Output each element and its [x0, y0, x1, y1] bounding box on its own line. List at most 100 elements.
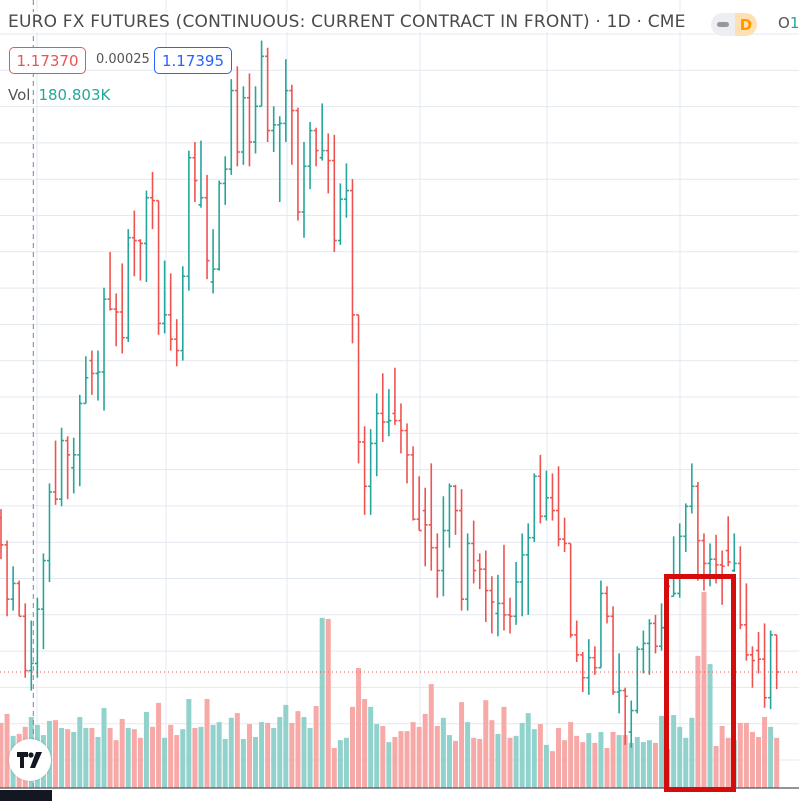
volume-bar	[119, 718, 125, 788]
ohlc-bar	[271, 106, 277, 152]
ohlc-bar	[362, 426, 368, 515]
ohlc-bar	[277, 116, 283, 202]
ohlc-bar	[453, 484, 458, 535]
symbol-title[interactable]: EURO FX FUTURES (CONTINUOUS: CURRENT CON…	[8, 12, 686, 32]
ohlc-open-label: O	[778, 14, 790, 32]
ohlc-bar	[125, 229, 131, 342]
ohlc-bar	[683, 503, 689, 552]
ohlc-bar	[46, 483, 52, 582]
volume-bar	[307, 728, 313, 788]
ohlc-bar	[356, 314, 362, 464]
buy-price-button[interactable]: 1.17395	[154, 47, 232, 74]
ohlc-bar	[737, 546, 743, 630]
ohlc-bar	[774, 634, 780, 690]
volume-bar	[113, 740, 119, 788]
ohlc-bar	[0, 509, 4, 560]
volume-bar	[598, 731, 604, 788]
ohlc-bar	[192, 142, 198, 202]
volume-bar	[580, 742, 586, 788]
volume-bar	[634, 737, 640, 788]
ohlc-bar	[380, 373, 386, 442]
volume-bar	[168, 724, 174, 788]
volume-bar	[398, 731, 404, 788]
volume-bar	[574, 735, 580, 788]
volume-bar	[774, 737, 780, 788]
ohlc-bar	[604, 586, 610, 624]
ohlc-bar	[337, 183, 343, 245]
ohlc-bar	[143, 190, 149, 282]
ohlc-bar	[325, 133, 331, 194]
market-status-icon	[711, 13, 735, 36]
volume-bar	[198, 726, 204, 788]
ohlc-bar	[616, 653, 622, 714]
ohlc-bar	[701, 533, 707, 591]
highlight-rectangle	[664, 574, 736, 792]
volume-bar	[749, 731, 755, 788]
volume-bar	[762, 717, 768, 788]
spread-value: 0.00025	[96, 52, 150, 67]
volume-bar	[562, 740, 568, 788]
crosshair-time-label	[0, 790, 52, 801]
volume-bar	[89, 728, 95, 788]
volume-legend: Vol 180.803K	[8, 86, 110, 104]
ohlc-bar	[386, 389, 392, 437]
volume-bar	[4, 713, 10, 788]
volume-bar	[677, 726, 683, 788]
ohlc-bar	[398, 403, 404, 454]
ohlc-bar	[519, 533, 525, 617]
ohlc-bar	[749, 646, 755, 688]
ohlc-bar	[762, 623, 768, 708]
volume-bar	[440, 717, 446, 788]
ohlc-bar	[265, 47, 271, 142]
volume-bar	[592, 742, 598, 788]
volume-bar	[495, 733, 501, 788]
ohlc-bar	[180, 266, 186, 361]
volume-bar	[71, 731, 77, 788]
volume-bar	[95, 737, 101, 788]
volume-bar	[646, 740, 652, 788]
interval-badge[interactable]: D	[711, 13, 757, 36]
interval-badge-label: D	[735, 13, 757, 36]
ohlc-bar	[610, 606, 616, 695]
volume-bar	[701, 591, 707, 788]
volume-bar	[525, 713, 531, 788]
volume-bar	[459, 702, 465, 788]
ohlc-bar	[16, 580, 22, 618]
sell-price-button[interactable]: 1.17370	[9, 47, 86, 74]
ohlc-bar	[580, 652, 586, 692]
volume-bar	[150, 726, 155, 788]
volume-bar	[374, 724, 380, 788]
ohlc-bar	[556, 466, 562, 547]
volume-label: Vol	[8, 86, 31, 104]
ohlc-bar	[459, 489, 465, 611]
ohlc-bar	[131, 210, 137, 277]
volume-bar	[768, 726, 774, 788]
volume-bar	[325, 618, 331, 788]
ohlc-bar	[768, 630, 774, 710]
ohlc-bar	[40, 553, 46, 650]
volume-bar	[471, 737, 477, 788]
volume-bar	[271, 728, 277, 788]
volume-bar	[362, 698, 368, 788]
volume-bar	[180, 729, 186, 788]
volume-bar	[210, 724, 216, 788]
volume-bar	[53, 720, 59, 788]
ohlc-bar	[107, 252, 113, 311]
tradingview-logo-icon[interactable]	[9, 739, 51, 781]
volume-bar	[683, 737, 689, 788]
volume-bar	[531, 729, 537, 788]
volume-bar	[695, 655, 701, 788]
ohlc-bar	[422, 487, 428, 567]
volume-bar	[671, 715, 677, 788]
ohlc-bar	[4, 540, 10, 617]
volume-bar	[422, 713, 428, 788]
ohlc-bar	[319, 103, 325, 161]
ohlc-bar	[471, 520, 477, 584]
ohlc-bar	[677, 523, 683, 598]
ohlc-bar	[756, 632, 761, 674]
volume-bar	[131, 729, 137, 788]
volume-bar	[568, 722, 574, 788]
ohlc-bar	[549, 473, 555, 521]
volume-bar	[428, 684, 434, 788]
